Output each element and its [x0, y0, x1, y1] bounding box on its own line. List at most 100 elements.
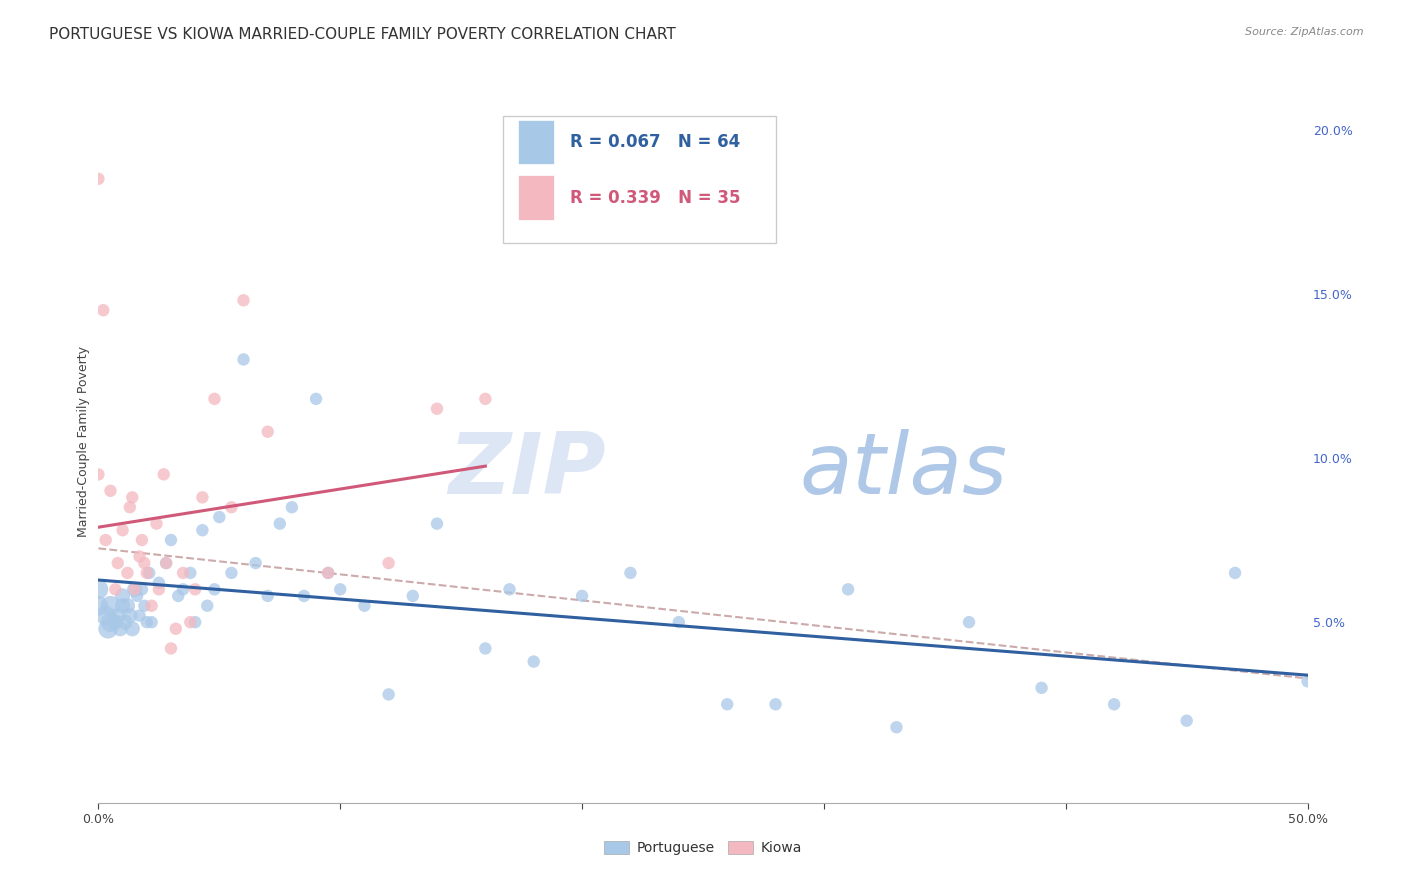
Point	[141, 599, 163, 613]
Point	[474, 392, 496, 406]
Point	[118, 500, 141, 515]
Point	[204, 392, 226, 406]
Point	[97, 622, 120, 636]
Point	[121, 622, 143, 636]
FancyBboxPatch shape	[503, 117, 776, 243]
Point	[377, 556, 399, 570]
Text: R = 0.339   N = 35: R = 0.339 N = 35	[569, 189, 741, 207]
Point	[221, 566, 243, 580]
Point	[256, 425, 278, 439]
Point	[221, 500, 243, 515]
Point	[94, 533, 117, 547]
Point	[118, 608, 141, 623]
Point	[316, 566, 339, 580]
Text: atlas: atlas	[800, 429, 1008, 512]
Point	[131, 533, 153, 547]
Point	[111, 599, 134, 613]
Point	[117, 566, 139, 580]
Point	[87, 582, 110, 597]
Point	[208, 510, 231, 524]
Point	[107, 608, 129, 623]
Point	[402, 589, 425, 603]
Point	[1175, 714, 1198, 728]
Point	[107, 556, 129, 570]
Point	[765, 698, 787, 712]
Point	[155, 556, 177, 570]
Point	[232, 352, 254, 367]
Point	[957, 615, 980, 630]
Y-axis label: Married-Couple Family Poverty: Married-Couple Family Poverty	[77, 346, 90, 537]
Point	[305, 392, 328, 406]
Point	[426, 401, 449, 416]
Point	[131, 582, 153, 597]
Point	[474, 641, 496, 656]
Point	[426, 516, 449, 531]
Point	[353, 599, 375, 613]
Point	[152, 467, 174, 482]
Point	[191, 523, 214, 537]
Point	[128, 608, 150, 623]
Point	[138, 566, 160, 580]
Point	[167, 589, 190, 603]
Point	[87, 467, 110, 482]
Point	[91, 303, 114, 318]
Point	[134, 556, 156, 570]
Point	[135, 566, 157, 580]
Point	[104, 615, 127, 630]
Point	[184, 615, 207, 630]
Text: Source: ZipAtlas.com: Source: ZipAtlas.com	[1246, 27, 1364, 37]
Point	[117, 599, 139, 613]
Point	[292, 589, 315, 603]
Point	[172, 566, 194, 580]
Point	[124, 582, 146, 597]
Point	[127, 589, 149, 603]
Point	[184, 582, 207, 597]
Point	[377, 687, 399, 701]
Point	[94, 608, 117, 623]
Point	[1296, 674, 1319, 689]
Point	[316, 566, 339, 580]
Point	[204, 582, 226, 597]
Point	[100, 483, 122, 498]
Point	[245, 556, 267, 570]
Point	[128, 549, 150, 564]
Point	[837, 582, 859, 597]
Point	[100, 615, 122, 630]
Point	[111, 523, 134, 537]
Point	[256, 589, 278, 603]
Point	[232, 293, 254, 308]
Point	[281, 500, 304, 515]
Point	[145, 516, 167, 531]
Text: R = 0.067   N = 64: R = 0.067 N = 64	[569, 133, 740, 151]
Text: PORTUGUESE VS KIOWA MARRIED-COUPLE FAMILY POVERTY CORRELATION CHART: PORTUGUESE VS KIOWA MARRIED-COUPLE FAMIL…	[49, 27, 676, 42]
Point	[1031, 681, 1053, 695]
Point	[100, 599, 122, 613]
Point	[160, 641, 183, 656]
Point	[114, 615, 136, 630]
Point	[886, 720, 908, 734]
Point	[87, 599, 110, 613]
Point	[148, 582, 170, 597]
Point	[191, 491, 214, 505]
Text: ZIP: ZIP	[449, 429, 606, 512]
Point	[1223, 566, 1246, 580]
Point	[155, 556, 177, 570]
Point	[523, 655, 546, 669]
Point	[111, 589, 134, 603]
Point	[141, 615, 163, 630]
Point	[498, 582, 520, 597]
Point	[135, 615, 157, 630]
Point	[195, 599, 218, 613]
Point	[179, 615, 201, 630]
Point	[104, 582, 127, 597]
Point	[179, 566, 201, 580]
Point	[165, 622, 187, 636]
Point	[172, 582, 194, 597]
Legend: Portuguese, Kiowa: Portuguese, Kiowa	[599, 836, 807, 861]
Point	[329, 582, 352, 597]
Point	[108, 622, 131, 636]
FancyBboxPatch shape	[517, 120, 554, 164]
Point	[619, 566, 641, 580]
Point	[1102, 698, 1125, 712]
Point	[668, 615, 690, 630]
